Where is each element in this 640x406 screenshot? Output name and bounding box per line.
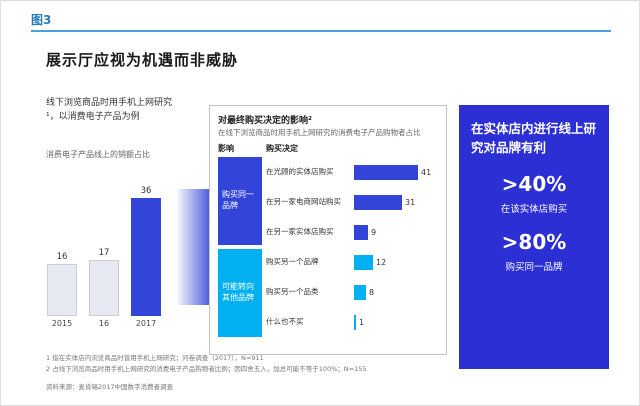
x-axis-label: 2015: [51, 319, 73, 328]
bar-value-label: 36: [140, 186, 152, 196]
bar-value-label: 17: [98, 248, 110, 258]
left-chart-caption: 线下浏览商品时用手机上网研究¹，以消费电子产品为例: [46, 98, 173, 122]
footnotes: 1 指在实体店内浏览商品时曾用手机上网研究；问卷调查（2017），N=911 2…: [46, 353, 441, 375]
source-line: 资料来源：麦肯锡2017中国数字消费者调查: [46, 383, 174, 391]
x-axis-label: 2017: [135, 319, 157, 328]
bar: [47, 264, 77, 316]
bar-value-label: 1: [359, 317, 365, 327]
column-header-impact: 影响: [218, 144, 234, 154]
decision-bar-track: 41: [354, 164, 438, 180]
bar: [354, 194, 402, 210]
takeaway-title: 在实体店内进行线上研究对品牌有利: [471, 121, 597, 156]
decision-table-body: 购买同一品牌 可能转向其他品牌 在光顾的实体店购买 41 在另一家电商网站购买 31 在…: [218, 157, 438, 338]
decision-row: 在另一家实体店购买 9: [266, 217, 438, 247]
online-share-bar-chart: 16 2015 17 16 36 2017: [47, 179, 179, 331]
decision-bar-track: 9: [354, 224, 438, 240]
decision-row-label: 购买另一个品类: [266, 287, 319, 297]
decision-bar-chart: 在光顾的实体店购买 41 在另一家电商网站购买 31 在另一家实体店购买 9 购买另一个品牌…: [266, 157, 438, 337]
column-header-decision: 购买决定: [266, 144, 298, 154]
footnote-2: 2 占线下浏览商品时用手机上网研究的消费电子产品购物者比例；因四舍五入，加总可能…: [46, 365, 367, 374]
impact-groups: 购买同一品牌 可能转向其他品牌: [218, 157, 262, 338]
bar-value-label: 8: [369, 287, 375, 297]
purchase-decision-panel: 对最终购买决定的影响² 在线下浏览商品时用手机上网研究的消费电子产品购物者占比 …: [209, 105, 447, 355]
stat-2-value: >80%: [501, 230, 567, 255]
figure-title: 展示厅应视为机遇而非威胁: [46, 51, 239, 69]
decision-row-label: 在另一家电商网站购买: [266, 197, 341, 207]
bar-column: 36 2017: [131, 186, 161, 331]
bar: [354, 254, 373, 270]
group-switch-brand: 可能转向其他品牌: [218, 249, 262, 338]
header-rule: [31, 30, 611, 32]
bar-value-label: 12: [376, 257, 387, 267]
stat-2-label: 购买同一品牌: [505, 262, 563, 274]
bar-column: 17 16: [89, 248, 119, 331]
decision-row: 在光顾的实体店购买 41: [266, 157, 438, 187]
decision-table-header: 影响 购买决定: [218, 143, 438, 154]
group-same-brand: 购买同一品牌: [218, 157, 262, 246]
bar: [131, 198, 161, 316]
key-takeaway-panel: 在实体店内进行线上研究对品牌有利 >40% 在该实体店购买 >80% 购买同一品…: [459, 105, 609, 369]
bar: [354, 224, 368, 240]
left-chart-axis-note: 消费电子产品线上的销额占比: [46, 150, 150, 159]
decision-row-label: 购买另一个品牌: [266, 257, 319, 267]
bar-value-label: 9: [371, 227, 377, 237]
decision-bar-track: 8: [354, 284, 438, 300]
bar-column: 16 2015: [47, 252, 77, 331]
stat-1-value: >40%: [501, 171, 567, 196]
footnote-1: 1 指在实体店内浏览商品时曾用手机上网研究；问卷调查（2017），N=911: [46, 354, 264, 362]
decision-row-label: 什么也不买: [266, 317, 304, 327]
transition-gradient: [177, 189, 209, 305]
mid-panel-title: 对最终购买决定的影响²: [218, 116, 312, 126]
bar-value-label: 31: [405, 197, 416, 207]
bar: [89, 260, 119, 316]
mid-panel-subtitle: 在线下浏览商品时用手机上网研究的消费电子产品购物者占比: [218, 128, 421, 137]
decision-row: 什么也不买 1: [266, 307, 438, 337]
bar: [354, 314, 356, 330]
figure-number: 图3: [31, 13, 52, 27]
decision-row-label: 在另一家实体店购买: [266, 227, 334, 237]
bar-value-label: 41: [421, 167, 432, 177]
x-axis-label: 16: [98, 319, 110, 328]
bar: [354, 164, 418, 180]
decision-row: 购买另一个品牌 12: [266, 247, 438, 277]
bar: [354, 284, 366, 300]
stat-1-label: 在该实体店购买: [500, 203, 568, 215]
decision-bar-track: 31: [354, 194, 438, 210]
decision-bar-track: 1: [354, 314, 438, 330]
bar-value-label: 16: [56, 252, 68, 262]
decision-row: 在另一家电商网站购买 31: [266, 187, 438, 217]
decision-row: 购买另一个品类 8: [266, 277, 438, 307]
decision-row-label: 在光顾的实体店购买: [266, 167, 334, 177]
decision-bar-track: 12: [354, 254, 438, 270]
